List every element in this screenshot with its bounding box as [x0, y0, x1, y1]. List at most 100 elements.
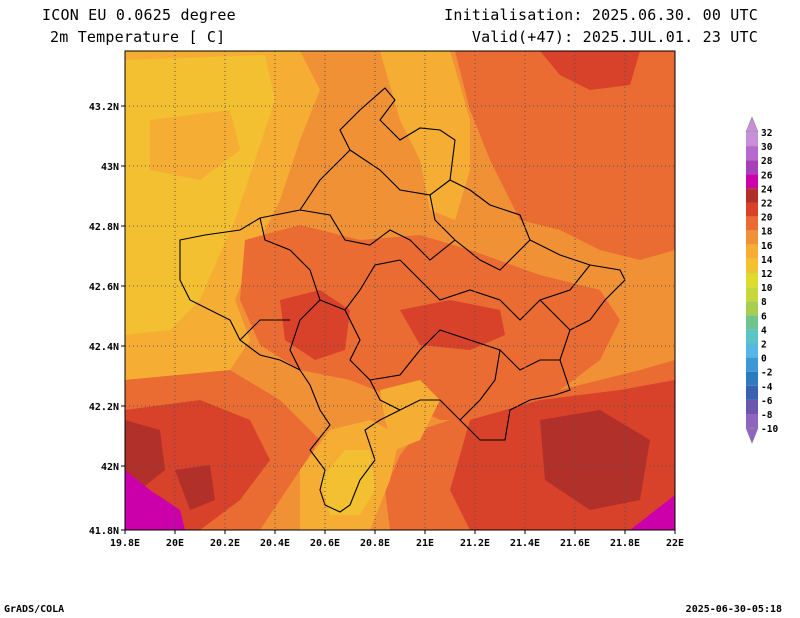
colorbar-label: 20 [761, 213, 773, 224]
colorbar-label: 0 [761, 354, 767, 365]
colorbar-swatch [746, 202, 758, 217]
colorbar-label: 18 [761, 227, 773, 238]
fill-18-20-east [455, 51, 675, 260]
colorbar-label: 2 [761, 340, 767, 351]
region-borders [179, 87, 626, 513]
inner-border-13 [539, 299, 571, 331]
lon-label: 20.8E [360, 538, 390, 549]
colorbar-label: 16 [761, 241, 773, 252]
lon-label: 21.4E [510, 538, 540, 549]
colorbar-swatch [746, 160, 758, 175]
colorbar-swatch [746, 371, 758, 386]
colorbar-label: 14 [761, 255, 773, 266]
colorbar-label: 8 [761, 297, 767, 308]
colorbar-bottom-arrow [745, 427, 759, 444]
lat-label: 42.2N [89, 402, 119, 413]
fill-24-26-southwest-corner [125, 470, 185, 530]
colorbar-label: 32 [761, 128, 772, 139]
lon-label: 21.6E [560, 538, 590, 549]
fill-22-24-southwest [125, 420, 165, 490]
fill-22-24-southeast [540, 410, 650, 510]
fill-14-16-south-gorge [380, 380, 440, 450]
inner-border-3 [349, 149, 451, 196]
fill-20-22-northeast [540, 51, 640, 90]
colorbar-label: -4 [761, 382, 773, 393]
colorbar-swatch [746, 301, 758, 316]
model-title: ICON EU 0.0625 degree [42, 6, 236, 24]
colorbar-swatch [746, 146, 758, 161]
colorbar-label: 22 [761, 199, 772, 210]
init-time: Initialisation: 2025.06.30. 00 UTC [444, 6, 758, 24]
colorbar-label: -2 [761, 368, 772, 379]
inner-border-7 [439, 329, 560, 371]
colorbar-swatch [746, 258, 758, 273]
colorbar-swatch [746, 329, 758, 344]
lat-label: 42N [101, 462, 119, 473]
colorbar-label: 4 [761, 325, 767, 336]
colorbar-swatch [746, 244, 758, 259]
latitude-labels: 43.2N 43N 42.8N 42.6N 42.4N 42.2N 42N 41.8N [89, 102, 125, 537]
lon-label: 21.2E [460, 538, 490, 549]
inner-border-11 [459, 349, 501, 421]
colorbar-label: 26 [761, 170, 773, 181]
lon-label: 20E [166, 538, 184, 549]
lat-label: 41.8N [89, 526, 119, 537]
inner-border-9 [369, 379, 401, 411]
lat-label: 42.8N [89, 222, 119, 233]
colorbar-swatch [746, 216, 758, 231]
colorbar-label: 30 [761, 142, 773, 153]
longitude-labels: 19.8E 20E 20.2E 20.4E 20.6E 20.8E 21E 21.2E 21.4… [110, 530, 684, 549]
lon-label: 19.8E [110, 538, 140, 549]
colorbar-swatch [746, 414, 758, 429]
lon-label: 20.2E [210, 538, 240, 549]
fill-20-22-central-east [400, 300, 505, 350]
inner-border-8 [454, 239, 531, 271]
colorbar-swatch [746, 399, 758, 414]
valid-time: Valid(+47): 2025.JUL.01. 23 UTC [471, 28, 758, 46]
colorbar-swatch [746, 188, 758, 203]
colorbar-label: -8 [761, 410, 773, 421]
colorbar-label: 6 [761, 311, 767, 322]
colorbar-swatch [746, 287, 758, 302]
lon-label: 20.4E [260, 538, 290, 549]
fill-22-24-south [175, 465, 215, 510]
fill-24-26-southeast-corner [630, 495, 675, 530]
colorbar-swatch [746, 230, 758, 245]
colorbar-label: -10 [761, 424, 778, 435]
colorbar-label: 24 [761, 184, 773, 195]
fill-20-22-central [280, 290, 350, 360]
colorbar-label: 28 [761, 156, 773, 167]
inner-border-10 [239, 319, 290, 341]
colorbar-swatch [746, 315, 758, 330]
inner-border-2 [299, 209, 456, 261]
colorbar-swatch [746, 174, 758, 189]
colorbar-label: 10 [761, 283, 773, 294]
colorbar-label: 12 [761, 269, 772, 280]
outer-border [179, 87, 626, 513]
colorbar-top-arrow [745, 116, 759, 133]
colorbar-swatch [746, 343, 758, 358]
variable-title: 2m Temperature [ C] [50, 28, 226, 46]
colorbar-swatch [746, 357, 758, 372]
lat-label: 42.6N [89, 282, 119, 293]
lon-label: 21E [416, 538, 434, 549]
inner-border-4 [289, 299, 321, 371]
lon-label: 20.6E [310, 538, 340, 549]
lat-label: 43N [101, 162, 119, 173]
lon-label: 21.8E [610, 538, 640, 549]
colorbar-swatch [746, 273, 758, 288]
fill-14-16-northwest-patch [150, 110, 240, 180]
temperature-fill [125, 51, 675, 530]
inner-border-12 [429, 194, 456, 241]
map-frame [124, 50, 676, 531]
colorbar-label: -6 [761, 396, 773, 407]
lat-label: 42.4N [89, 342, 119, 353]
lat-label: 43.2N [89, 102, 119, 113]
lon-label: 22E [666, 538, 684, 549]
inner-border-6 [399, 259, 591, 321]
footer-software: GrADS/COLA [4, 604, 65, 615]
colorbar-swatch [746, 132, 758, 147]
footer-timestamp: 2025-06-30-05:18 [685, 604, 782, 615]
